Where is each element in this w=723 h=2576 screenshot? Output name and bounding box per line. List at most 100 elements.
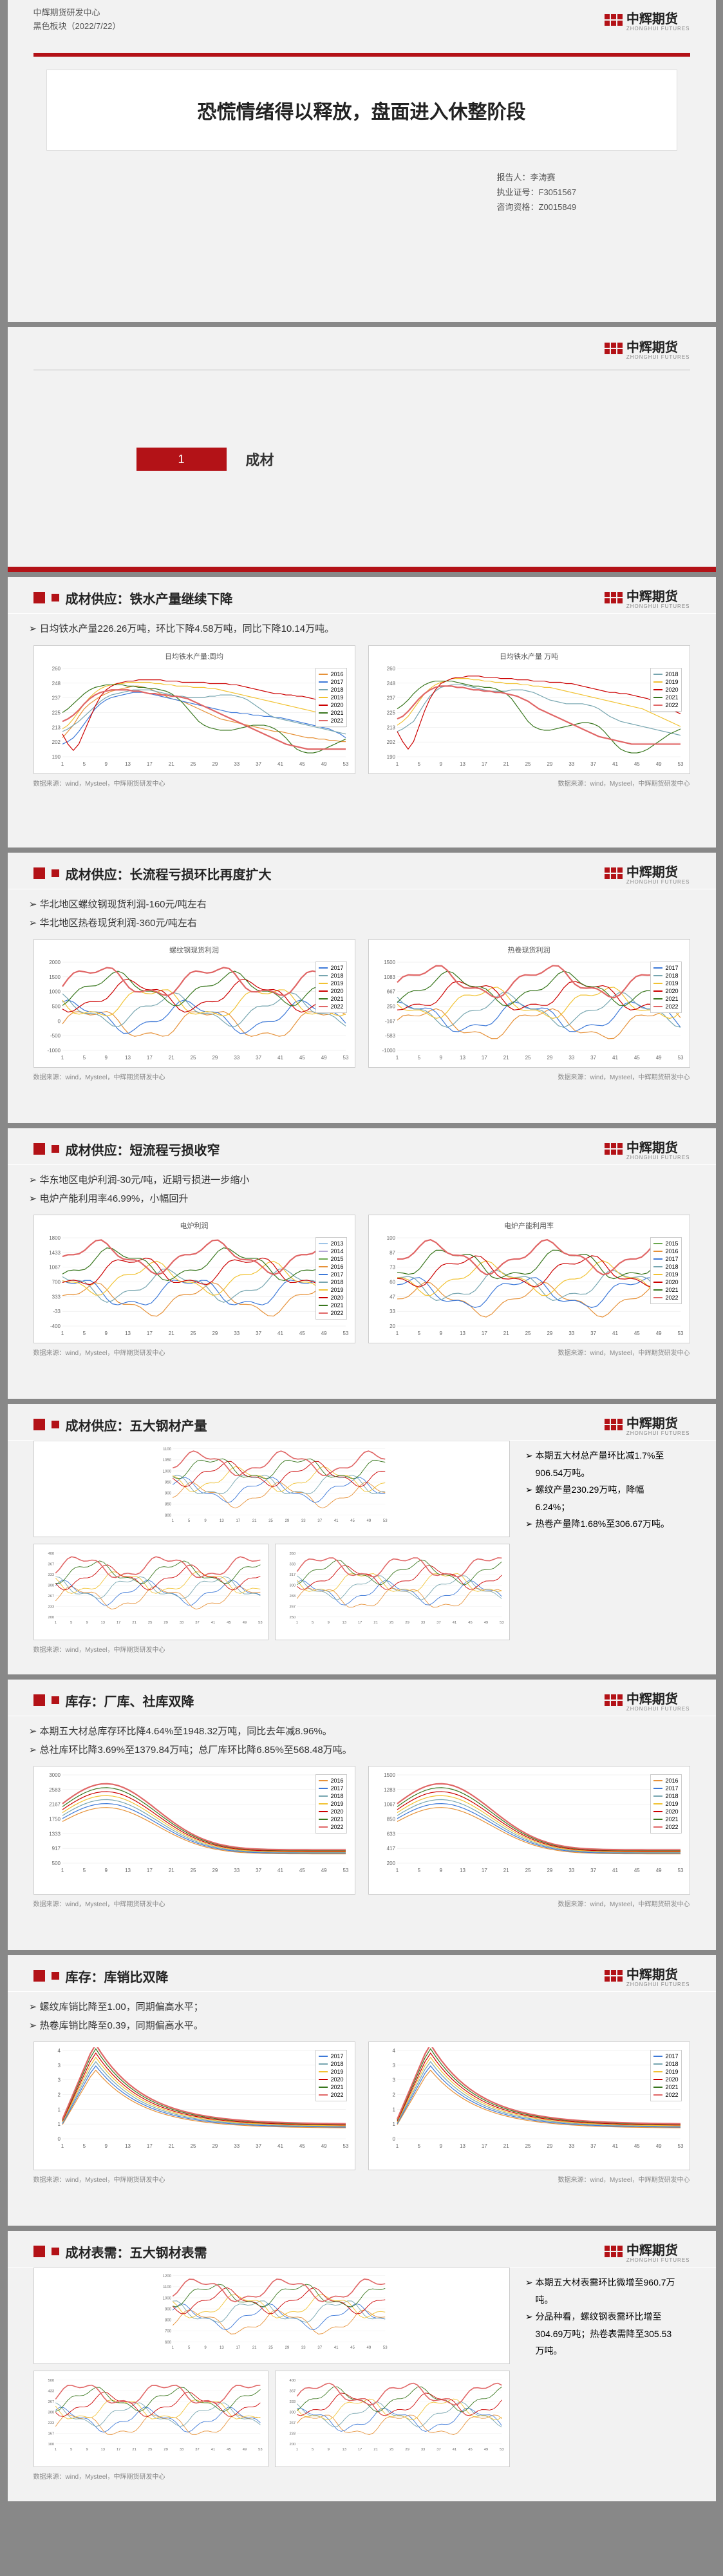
svg-text:29: 29	[285, 1519, 289, 1523]
svg-text:21: 21	[373, 2448, 377, 2452]
svg-text:100: 100	[48, 2443, 54, 2447]
svg-text:49: 49	[366, 1519, 371, 1523]
svg-text:1: 1	[57, 2121, 61, 2127]
svg-text:53: 53	[500, 2448, 503, 2452]
page-title: 成材供应：铁水产量继续下降	[66, 589, 233, 607]
svg-text:4: 4	[392, 2048, 395, 2054]
svg-text:417: 417	[386, 1846, 395, 1852]
svg-text:53: 53	[382, 2346, 387, 2350]
svg-text:21: 21	[168, 1055, 174, 1061]
svg-text:45: 45	[634, 761, 639, 767]
svg-text:41: 41	[612, 1055, 618, 1061]
svg-text:1500: 1500	[49, 974, 61, 980]
svg-text:37: 37	[256, 1868, 261, 1873]
svg-text:17: 17	[116, 1621, 120, 1625]
svg-text:5: 5	[187, 2346, 190, 2350]
line-chart: 2033476073871001591317212529333741454953	[374, 1235, 684, 1338]
svg-text:13: 13	[460, 1055, 465, 1061]
source: 数据来源：wind，Mysteel，中辉期货研发中心	[33, 778, 165, 788]
svg-text:41: 41	[612, 1868, 618, 1873]
bullet: 日均铁水产量226.26万吨，环比下降4.58万吨，同比下降10.14万吨。	[40, 620, 684, 639]
svg-text:73: 73	[390, 1265, 395, 1271]
svg-text:225: 225	[386, 710, 395, 715]
svg-text:300: 300	[48, 2410, 54, 2414]
svg-text:17: 17	[116, 2448, 120, 2452]
svg-text:33: 33	[179, 2448, 183, 2452]
svg-text:200: 200	[48, 1616, 54, 1620]
chart-left: 日均铁水产量:周均 190202213225237248260159131721…	[33, 645, 355, 774]
svg-text:9: 9	[86, 2448, 88, 2452]
svg-text:17: 17	[236, 2346, 240, 2350]
svg-text:45: 45	[227, 1621, 230, 1625]
svg-text:13: 13	[460, 1868, 465, 1873]
svg-text:1000: 1000	[49, 989, 61, 995]
svg-text:45: 45	[299, 1055, 305, 1061]
org-name: 中辉期货研发中心	[33, 6, 121, 20]
svg-text:5: 5	[417, 1868, 420, 1873]
svg-text:21: 21	[503, 1331, 509, 1336]
svg-text:9: 9	[104, 761, 108, 767]
svg-text:33: 33	[179, 1621, 183, 1625]
svg-text:3: 3	[392, 2078, 395, 2083]
svg-text:9: 9	[439, 1055, 442, 1061]
svg-text:21: 21	[168, 761, 174, 767]
svg-text:260: 260	[386, 666, 395, 672]
svg-text:45: 45	[634, 1868, 639, 1873]
author: 报告人：李涛赛	[497, 170, 652, 185]
svg-text:1500: 1500	[384, 960, 395, 965]
svg-text:45: 45	[634, 1331, 639, 1336]
svg-text:25: 25	[389, 1621, 393, 1625]
svg-text:37: 37	[256, 1055, 261, 1061]
svg-text:400: 400	[48, 1552, 54, 1556]
svg-text:37: 37	[195, 2448, 199, 2452]
svg-text:21: 21	[252, 1519, 256, 1523]
svg-text:1: 1	[395, 2143, 399, 2149]
svg-text:25: 25	[525, 2143, 531, 2149]
svg-text:367: 367	[289, 2389, 296, 2393]
page-title: 成材供应：长流程亏损环比再度扩大	[66, 864, 272, 883]
svg-text:49: 49	[484, 2448, 487, 2452]
svg-text:17: 17	[357, 2448, 361, 2452]
svg-text:25: 25	[525, 1868, 531, 1873]
svg-text:17: 17	[236, 1519, 240, 1523]
svg-text:25: 25	[190, 761, 196, 767]
svg-text:13: 13	[125, 1055, 131, 1061]
svg-text:13: 13	[460, 761, 465, 767]
svg-text:13: 13	[342, 2448, 346, 2452]
svg-text:13: 13	[220, 2346, 224, 2350]
svg-text:33: 33	[568, 761, 574, 767]
svg-text:9: 9	[204, 2346, 207, 2350]
svg-text:53: 53	[343, 1055, 348, 1061]
source: 数据来源：wind，Mysteel，中辉期货研发中心	[558, 778, 690, 788]
bullets: 日均铁水产量226.26万吨，环比下降4.58万吨，同比下降10.14万吨。	[8, 614, 716, 645]
svg-text:29: 29	[212, 1055, 218, 1061]
svg-text:49: 49	[655, 2143, 661, 2149]
svg-text:850: 850	[386, 1817, 395, 1823]
svg-text:5: 5	[187, 1519, 190, 1523]
svg-text:29: 29	[547, 1055, 552, 1061]
svg-text:49: 49	[321, 1055, 326, 1061]
svg-text:21: 21	[503, 2143, 509, 2149]
svg-text:1200: 1200	[162, 2275, 171, 2278]
svg-text:53: 53	[258, 2448, 262, 2452]
svg-text:1100: 1100	[163, 1448, 172, 1452]
svg-text:41: 41	[277, 2143, 283, 2149]
svg-text:49: 49	[242, 1621, 246, 1625]
svg-text:1: 1	[57, 2107, 61, 2112]
svg-text:9: 9	[439, 2143, 442, 2149]
svg-text:202: 202	[52, 739, 61, 745]
svg-text:225: 225	[52, 710, 61, 715]
svg-text:5: 5	[417, 761, 420, 767]
svg-text:45: 45	[299, 1868, 305, 1873]
report-title: 恐慌情绪得以释放，盘面进入休整阶段	[66, 96, 657, 124]
svg-text:700: 700	[164, 2330, 171, 2334]
svg-text:29: 29	[212, 1868, 218, 1873]
svg-text:17: 17	[357, 1621, 361, 1625]
title-box: 恐慌情绪得以释放，盘面进入休整阶段	[46, 70, 677, 151]
page-inventory-ratio: 库存：库销比双降 中辉期货ZHONGHUI FUTURES 螺纹库销比降至1.0…	[8, 1955, 716, 2226]
svg-text:17: 17	[481, 1331, 487, 1336]
svg-text:250: 250	[386, 1004, 395, 1010]
svg-text:33: 33	[301, 1519, 305, 1523]
page-five-steel-output: 成材供应：五大钢材产量 中辉期货ZHONGHUI FUTURES 8008509…	[8, 1404, 716, 1674]
svg-text:53: 53	[500, 1621, 503, 1625]
